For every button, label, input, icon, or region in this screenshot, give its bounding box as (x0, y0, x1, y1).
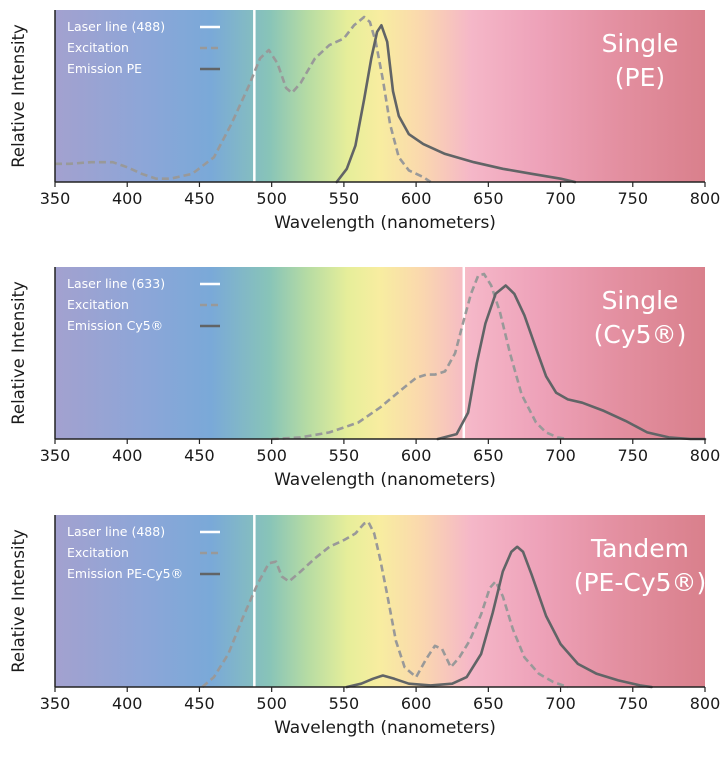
x-tick-label: 400 (112, 189, 143, 208)
chart-panel-1: 350 400 450 500 550 600 650 700 750 800 Wavelength… (9, 10, 720, 233)
x-tick-label: 500 (256, 446, 287, 465)
legend-label: Laser line (633) (67, 276, 165, 291)
x-tick-label: 800 (690, 446, 721, 465)
x-tick-label: 750 (618, 446, 649, 465)
legend: Laser line (633) Excitation Emission Cy5® (67, 276, 220, 333)
x-tick-label: 650 (473, 694, 504, 713)
x-tick-label: 750 (618, 189, 649, 208)
x-tick-label: 400 (112, 446, 143, 465)
chart-title-line: Single (602, 29, 679, 58)
x-tick-label: 450 (184, 694, 215, 713)
legend-label: Emission Cy5® (67, 318, 163, 333)
x-tick-label: 400 (112, 694, 143, 713)
chart-title-line: (PE) (615, 63, 665, 92)
emission-series-line (345, 545, 653, 689)
chart-panel-3: 350 400 450 500 550 600 650 700 750 800 Wavelength… (9, 515, 720, 738)
x-tick-label: 350 (40, 189, 71, 208)
legend: Laser line (488) Excitation Emission PE (67, 19, 220, 76)
excitation-series-line (55, 15, 432, 184)
x-tick-label: 650 (473, 189, 504, 208)
plot-background (55, 267, 705, 439)
x-tick-label: 500 (256, 189, 287, 208)
y-axis-label: Relative Intensity (9, 281, 28, 425)
x-tick-label: 500 (256, 694, 287, 713)
excitation-series-line (201, 520, 569, 689)
x-tick-label: 600 (401, 694, 432, 713)
x-tick-label: 450 (184, 446, 215, 465)
x-axis-label: Wavelength (nanometers) (274, 213, 496, 233)
excitation-series-line (271, 272, 569, 441)
legend-label: Laser line (488) (67, 19, 165, 34)
x-tick-label: 800 (690, 694, 721, 713)
x-tick-label: 700 (545, 189, 576, 208)
x-tick-label: 550 (329, 694, 360, 713)
chart-title-line: Tandem (590, 534, 689, 563)
legend: Laser line (488) Excitation Emission PE-Cy… (67, 524, 220, 581)
x-tick-label: 700 (545, 694, 576, 713)
x-tick-label: 350 (40, 694, 71, 713)
x-tick-label: 750 (618, 694, 649, 713)
legend-label: Excitation (67, 297, 129, 312)
chart-panel-2: 350 400 450 500 550 600 650 700 750 800 Wavelength… (9, 267, 720, 490)
x-tick-label: 450 (184, 189, 215, 208)
emission-series-line (436, 284, 707, 441)
y-axis-label: Relative Intensity (9, 24, 28, 168)
plot-background (55, 10, 705, 182)
y-axis-label: Relative Intensity (9, 529, 28, 673)
x-axis-label: Wavelength (nanometers) (274, 718, 496, 738)
x-tick-label: 600 (401, 446, 432, 465)
chart-title-line: (PE-Cy5®) (574, 568, 707, 597)
plot-background (55, 515, 705, 687)
legend-label: Laser line (488) (67, 524, 165, 539)
x-tick-label: 600 (401, 189, 432, 208)
chart-title-line: (Cy5®) (594, 320, 687, 349)
x-axis-label: Wavelength (nanometers) (274, 470, 496, 490)
x-tick-label: 650 (473, 446, 504, 465)
x-tick-label: 700 (545, 446, 576, 465)
chart-title-line: Single (602, 286, 679, 315)
x-tick-label: 550 (329, 446, 360, 465)
x-tick-label: 550 (329, 189, 360, 208)
legend-label: Excitation (67, 40, 129, 55)
x-tick-label: 350 (40, 446, 71, 465)
emission-series-line (335, 24, 577, 184)
legend-label: Emission PE (67, 61, 142, 76)
legend-label: Emission PE-Cy5® (67, 566, 183, 581)
x-tick-label: 800 (690, 189, 721, 208)
legend-label: Excitation (67, 545, 129, 560)
